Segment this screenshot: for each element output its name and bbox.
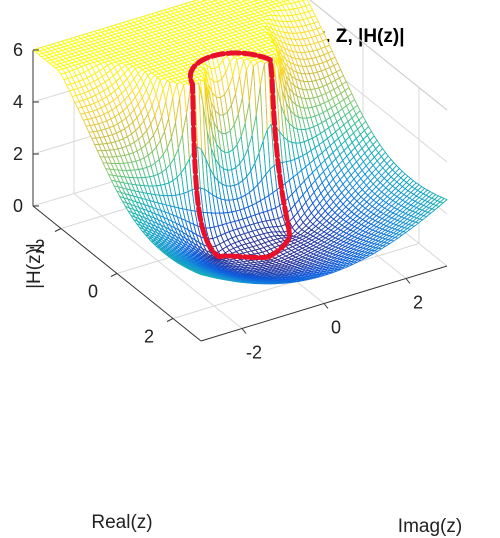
z-tick-label: 2 [13,144,23,164]
unit-circle-response [187,50,293,261]
y-tick-label: 0 [331,318,341,338]
z-axis-label: |H(z)| [24,243,45,289]
x-tick-mark [110,273,118,277]
x-tick-label: 0 [88,282,98,302]
x-tick-mark [54,228,62,232]
y-tick-mark [323,303,329,309]
x-tick-label: -2 [29,237,45,257]
z-tick-label: 6 [13,40,23,60]
y-tick-label: 2 [413,293,423,313]
x-tick-label: 2 [144,327,154,347]
y-tick-mark [241,328,247,334]
unit-circle-trace [187,50,293,261]
box-edge [309,0,448,111]
x-axis-label: Real(z) [91,512,152,533]
y-tick-label: -2 [246,343,262,363]
y-axis-label: Imag(z) [398,516,462,537]
y-tick-mark [405,278,411,284]
x-tick-mark [166,318,174,322]
z-tick-label: 4 [13,92,23,112]
axis-ticks: 0 2 4 6 -2 0 2 -2 0 2 [13,40,423,363]
z-tick-label: 0 [13,196,23,216]
mesh-cell [197,273,206,277]
surface-mesh [32,0,448,285]
